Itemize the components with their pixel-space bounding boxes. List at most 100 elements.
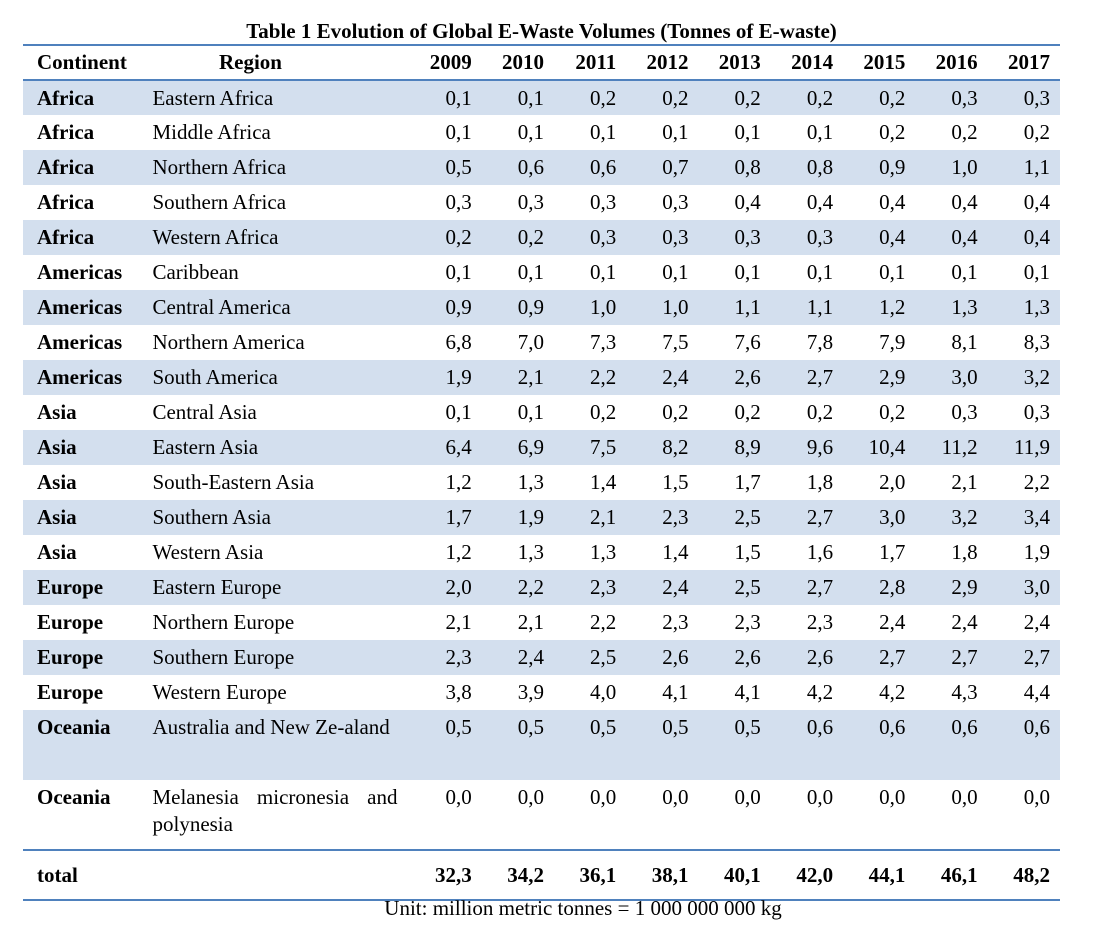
value-cell: 0,4	[1023, 190, 1050, 214]
total-value: 36,1	[554, 849, 627, 901]
value-cell: 6,4	[445, 435, 472, 459]
header-row: Continent Region 2009 2010 2011 2012 201…	[23, 44, 1060, 81]
column-header-year: 2013	[698, 44, 771, 81]
value-cell: 0,0	[445, 785, 472, 809]
region-cell: Western Africa	[152, 225, 279, 249]
value-cell: 2,0	[879, 470, 906, 494]
value-cell: 2,7	[806, 505, 834, 529]
total-value: 48,2	[987, 849, 1060, 901]
total-value: 40,1	[698, 849, 771, 901]
region-cell: Southern Africa	[152, 190, 287, 214]
value-cell: 8,9	[734, 435, 761, 459]
value-cell: 1,7	[734, 470, 761, 494]
value-cell: 2,8	[879, 575, 906, 599]
total-row: total 32,3 34,2 36,1 38,1 40,1 42,0 44,1…	[23, 849, 1060, 901]
value-cell: 0,1	[517, 400, 544, 424]
value-cell: 0,2	[590, 400, 617, 424]
table-row: Europe Northern Europe 2,1 2,1 2,2 2,3 2,3 2,3 2…	[23, 605, 1060, 640]
region-cell: Southern Europe	[152, 645, 295, 669]
value-cell: 0,3	[590, 225, 617, 249]
value-cell: 2,7	[806, 575, 834, 599]
value-cell: 0,3	[951, 400, 978, 424]
region-cell: Australia and New Ze-aland	[152, 715, 390, 739]
continent-cell: Americas	[37, 260, 123, 284]
table-row: Americas Central America 0,9 0,9 1,0 1,0 1,1 1,…	[23, 290, 1060, 325]
value-cell: 0,6	[951, 715, 978, 739]
value-cell: 0,5	[445, 715, 472, 739]
total-region-empty	[151, 849, 410, 901]
continent-cell: Europe	[37, 645, 104, 669]
value-cell: 0,3	[590, 190, 617, 214]
value-cell: 2,5	[734, 575, 761, 599]
value-cell: 1,3	[951, 295, 978, 319]
ewaste-table: Continent Region 2009 2010 2011 2012 201…	[23, 44, 1060, 901]
continent-cell: Oceania	[37, 785, 111, 809]
table-row: Oceania Australia and New Ze-aland 0,5 0,5 0…	[23, 710, 1060, 780]
value-cell: 1,0	[590, 295, 617, 319]
value-cell: 0,3	[734, 225, 761, 249]
value-cell: 1,1	[734, 295, 761, 319]
value-cell: 2,7	[806, 365, 834, 389]
region-cell: Eastern Africa	[152, 86, 274, 110]
value-cell: 2,5	[734, 505, 761, 529]
region-cell: Central America	[152, 295, 291, 319]
continent-cell: Asia	[37, 470, 77, 494]
column-header-year: 2014	[770, 44, 844, 81]
value-cell: 1,4	[662, 540, 689, 564]
continent-cell: Africa	[37, 190, 95, 214]
value-cell: 7,0	[517, 330, 544, 354]
value-cell: 7,5	[662, 330, 689, 354]
continent-cell: Europe	[37, 610, 104, 634]
value-cell: 0,1	[806, 260, 834, 284]
value-cell: 0,3	[1023, 400, 1050, 424]
value-cell: 2,2	[1023, 470, 1050, 494]
value-cell: 0,9	[445, 295, 472, 319]
value-cell: 3,4	[1023, 505, 1050, 529]
value-cell: 0,1	[1023, 260, 1050, 284]
table-row: Africa Middle Africa 0,1 0,1 0,1 0,1 0,1 0,1 0,2…	[23, 115, 1060, 150]
table-row: Asia Southern Asia 1,7 1,9 2,1 2,3 2,5 2,7 3,0 3,…	[23, 500, 1060, 535]
total-value: 34,2	[481, 849, 554, 901]
continent-cell: Europe	[37, 575, 104, 599]
value-cell: 0,1	[590, 260, 617, 284]
value-cell: 0,5	[517, 715, 544, 739]
value-cell: 1,6	[806, 540, 834, 564]
value-cell: 3,8	[445, 680, 472, 704]
value-cell: 0,1	[951, 260, 978, 284]
value-cell: 1,0	[662, 295, 689, 319]
table-row: Americas Northern America 6,8 7,0 7,3 7,5 7,6 7…	[23, 325, 1060, 360]
value-cell: 0,2	[879, 120, 906, 144]
value-cell: 0,5	[445, 155, 472, 179]
value-cell: 0,8	[734, 155, 761, 179]
value-cell: 2,5	[590, 645, 617, 669]
value-cell: 2,7	[879, 645, 906, 669]
column-header-year: 2012	[626, 44, 699, 81]
value-cell: 0,8	[806, 155, 834, 179]
region-cell: Southern Asia	[152, 505, 271, 529]
column-header-year: 2010	[481, 44, 554, 81]
column-header-year: 2015	[843, 44, 916, 81]
column-header-year: 2011	[554, 44, 627, 81]
value-cell: 4,3	[951, 680, 978, 704]
value-cell: 0,1	[662, 260, 689, 284]
value-cell: 0,1	[734, 260, 761, 284]
continent-cell: Oceania	[37, 715, 111, 739]
value-cell: 0,0	[1023, 785, 1050, 809]
value-cell: 2,1	[951, 470, 978, 494]
table-row: Asia Central Asia 0,1 0,1 0,2 0,2 0,2 0,2 0,2 0,3…	[23, 395, 1060, 430]
value-cell: 0,5	[662, 715, 689, 739]
value-cell: 1,3	[1023, 295, 1050, 319]
value-cell: 0,3	[806, 225, 834, 249]
region-cell: Northern Europe	[152, 610, 295, 634]
column-header-region: Region	[151, 44, 410, 81]
value-cell: 3,0	[1023, 575, 1050, 599]
value-cell: 0,7	[662, 155, 689, 179]
value-cell: 2,1	[445, 610, 472, 634]
value-cell: 0,1	[517, 86, 544, 110]
value-cell: 0,1	[445, 400, 472, 424]
value-cell: 0,4	[951, 225, 978, 249]
value-cell: 0,4	[1023, 225, 1050, 249]
value-cell: 0,1	[734, 120, 761, 144]
table-row: Asia South-Eastern Asia 1,2 1,3 1,4 1,5 1,7 1,8…	[23, 465, 1060, 500]
table-row: Africa Northern Africa 0,5 0,6 0,6 0,7 0,8 0,8 0…	[23, 150, 1060, 185]
